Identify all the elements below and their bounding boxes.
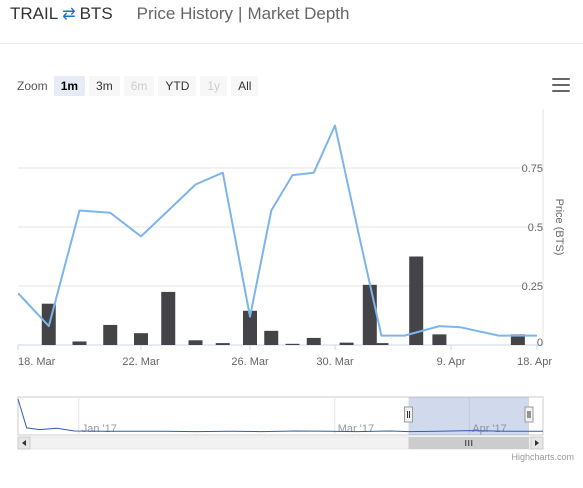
swap-arrows-icon[interactable]: ⇄ <box>62 6 76 23</box>
volume-bar <box>243 310 257 345</box>
zoom-3m-button[interactable]: 3m <box>89 76 120 96</box>
volume-bar <box>306 337 321 345</box>
y-tick-label: 0.25 <box>522 281 543 293</box>
y-tick-label: 0.75 <box>522 163 543 175</box>
pair-quote-asset: BTS <box>79 4 113 23</box>
volume-bar <box>161 291 176 345</box>
tab-separator: | <box>238 4 243 23</box>
volume-bar <box>215 343 230 345</box>
volume-bar <box>134 333 148 345</box>
navigator-left-handle-icon[interactable] <box>403 406 413 423</box>
zoom-label: Zoom <box>17 79 48 93</box>
volume-bar <box>409 256 424 345</box>
x-tick-label: 18. Mar <box>18 356 56 368</box>
navigator-tick-label: Mar '17 <box>338 423 374 435</box>
x-tick-label: 18. Apr <box>517 356 552 368</box>
volume-bar <box>510 334 525 345</box>
x-tick-label: 22. Mar <box>122 356 160 368</box>
navigator-series <box>17 398 543 433</box>
scroll-left-arrow-icon <box>22 440 26 446</box>
tab-price-history[interactable]: Price History <box>136 4 234 23</box>
x-tick-label: 30. Mar <box>316 356 354 368</box>
pair-base-asset: TRAIL <box>10 4 59 23</box>
x-tick-label: 9. Apr <box>437 356 466 368</box>
highcharts-credit[interactable]: Highcharts.com <box>511 452 574 462</box>
volume-bar <box>188 340 203 345</box>
volume-bar <box>432 334 447 345</box>
price-line <box>18 124 537 337</box>
navigator-frame <box>17 396 544 436</box>
volume-bar <box>285 343 300 345</box>
header: TRAIL ⇄ BTS Price History | Market Depth <box>10 4 349 26</box>
chart-tabs: Price History | Market Depth <box>137 4 350 24</box>
y-tick-label: 0.5 <box>528 222 543 234</box>
y-tick-zero: 0 <box>537 337 543 349</box>
zoom-1m-button[interactable]: 1m <box>53 76 86 96</box>
navigator-right-handle-icon[interactable] <box>524 406 534 423</box>
navigator-tick-label: Jan '17 <box>82 423 117 435</box>
zoom-6m-button: 6m <box>123 76 155 96</box>
range-selector: Zoom 1m 3m 6m YTD 1y All <box>17 76 262 96</box>
zoom-1y-button: 1y <box>200 76 228 96</box>
tab-market-depth[interactable]: Market Depth <box>247 4 350 23</box>
hamburger-menu-icon[interactable] <box>552 78 570 96</box>
navigator-selection[interactable] <box>408 397 529 435</box>
x-tick-label: 26. Mar <box>231 356 269 368</box>
volume-bar <box>374 343 389 345</box>
volume-bar <box>264 330 279 345</box>
zoom-all-button[interactable]: All <box>231 76 259 96</box>
scroll-right-arrow-icon <box>535 440 539 446</box>
volume-bar <box>72 341 87 345</box>
zoom-ytd-button[interactable]: YTD <box>158 76 197 96</box>
volume-bar <box>362 284 377 345</box>
header-divider <box>0 43 583 44</box>
volume-bar <box>339 342 354 345</box>
volume-bar <box>103 324 118 345</box>
navigator-tick-label: Apr '17 <box>472 423 507 435</box>
y-axis-title: Price (BTS) <box>553 199 565 256</box>
